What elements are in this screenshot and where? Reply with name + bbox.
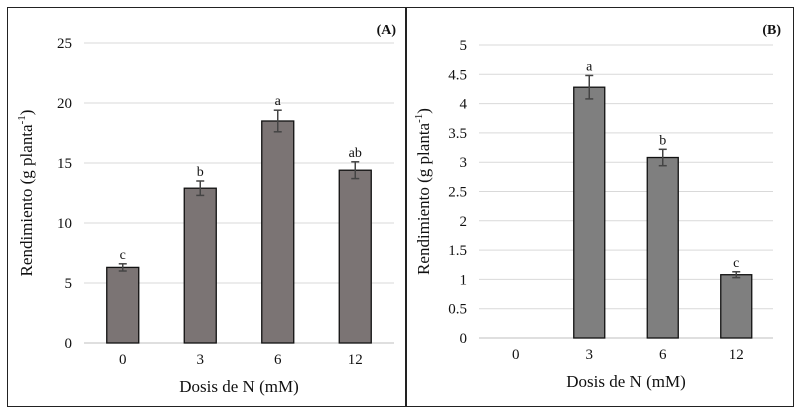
x-axis-title: Dosis de N (mM): [566, 372, 685, 391]
y-tick-label: 5: [65, 276, 73, 292]
y-tick-label: 10: [57, 216, 72, 232]
y-tick-label: 25: [57, 36, 72, 52]
significance-label: ab: [349, 146, 362, 161]
panel-label: (A): [377, 23, 397, 38]
y-axis-title-end: ): [414, 108, 433, 114]
significance-label: a: [275, 94, 282, 109]
y-axis-title: Rendimiento (g planta-1): [16, 110, 36, 277]
y-tick-label: 0: [460, 331, 468, 347]
y-tick-label: 20: [57, 96, 72, 112]
y-tick-label: 3: [460, 155, 468, 171]
y-axis-title-main: Rendimiento (g planta: [414, 122, 433, 274]
significance-label: c: [120, 248, 126, 263]
bar: [183, 187, 217, 344]
x-tick-label: 6: [659, 347, 667, 363]
bar: [573, 86, 606, 339]
y-tick-label: 0: [65, 336, 73, 352]
y-tick-label: 5: [460, 38, 468, 54]
significance-label: c: [733, 256, 739, 271]
panel-label: (B): [762, 23, 781, 38]
x-tick-label: 3: [586, 347, 594, 363]
significance-label: a: [586, 59, 593, 74]
bar: [338, 169, 372, 344]
x-tick-label: 12: [729, 347, 744, 363]
x-tick-label: 6: [274, 352, 282, 368]
x-axis-title: Dosis de N (mM): [179, 377, 298, 396]
significance-label: b: [659, 133, 666, 148]
y-tick-label: 3.5: [448, 126, 467, 142]
y-axis-title-superscript: -1: [16, 115, 28, 124]
bar: [720, 274, 753, 339]
chart-b: 0 0.5 1 1.5 2 2.5 3 3.5 4 4.5 5 0 a 3 b 6 c 12 Dosis de N …: [413, 23, 781, 391]
y-tick-label: 1: [460, 272, 468, 288]
bar: [261, 120, 295, 344]
x-tick-label: 3: [197, 352, 205, 368]
x-tick-label: 0: [512, 347, 520, 363]
y-axis-title-end: ): [17, 110, 36, 116]
chart-a: 0 5 10 15 20 25 c 0 b 3 a 6 ab 12 Dosis de N (mM) Rendi…: [16, 23, 397, 396]
bar: [646, 156, 679, 339]
y-tick-label: 2.5: [448, 185, 467, 201]
y-tick-label: 15: [57, 156, 72, 172]
panel-a: 0 5 10 15 20 25 c 0 b 3 a 6 ab 12 Dosis de N (mM) Rendi…: [7, 7, 406, 407]
y-axis-title-superscript: -1: [413, 114, 425, 123]
x-tick-label: 0: [119, 352, 127, 368]
y-axis-title: Rendimiento (g planta-1): [413, 108, 433, 275]
significance-label: b: [197, 165, 204, 180]
y-tick-label: 4.5: [448, 67, 467, 83]
y-tick-label: 4: [460, 97, 468, 113]
y-tick-label: 0.5: [448, 302, 467, 318]
y-tick-label: 2: [460, 214, 468, 230]
y-axis-title-main: Rendimiento (g planta: [17, 124, 36, 276]
x-tick-label: 12: [348, 352, 363, 368]
bar: [106, 266, 140, 344]
y-tick-label: 1.5: [448, 243, 467, 259]
panel-b: 0 0.5 1 1.5 2 2.5 3 3.5 4 4.5 5 0 a 3 b 6 c 12 Dosis de N …: [406, 7, 794, 407]
